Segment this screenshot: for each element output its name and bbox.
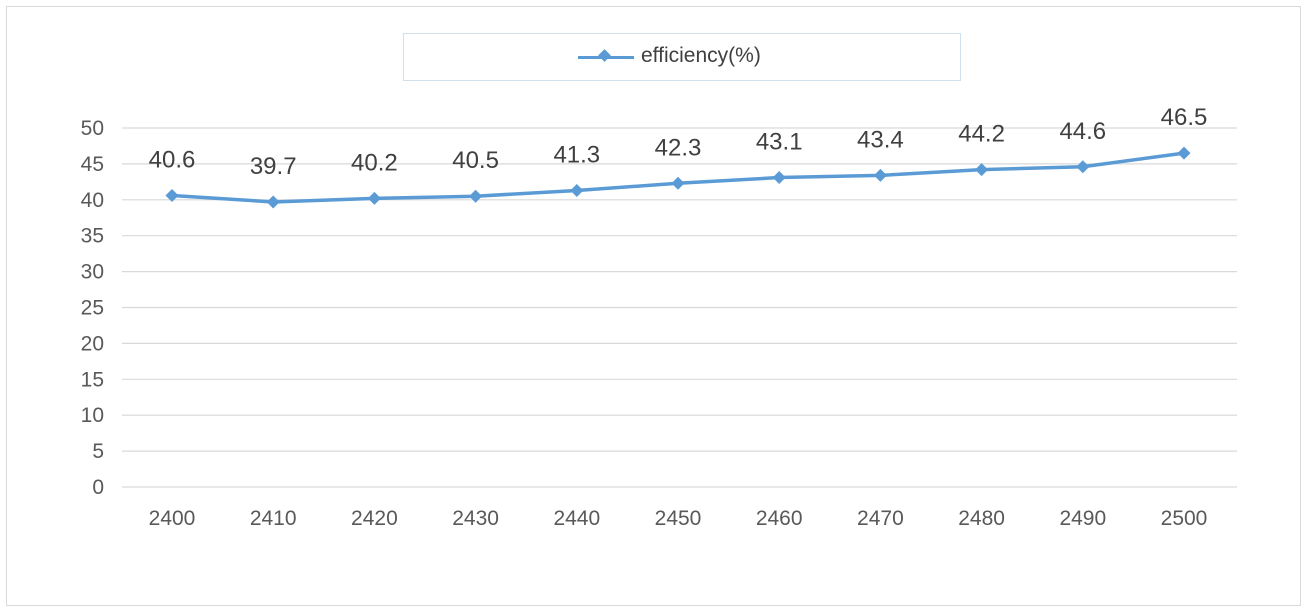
legend	[403, 33, 961, 81]
y-tick-label: 50	[81, 117, 104, 140]
data-label: 44.2	[958, 121, 1005, 148]
x-tick-label: 2460	[756, 507, 803, 530]
data-point-marker	[469, 189, 483, 203]
data-label: 40.5	[452, 147, 499, 174]
data-point-marker	[772, 171, 786, 185]
series-efficiency	[165, 146, 1191, 209]
y-tick-label: 45	[81, 153, 104, 176]
y-tick-label: 20	[81, 332, 104, 355]
data-point-marker	[671, 176, 685, 190]
data-point-marker	[975, 163, 989, 177]
data-label: 41.3	[553, 141, 600, 168]
y-tick-label: 15	[81, 368, 104, 391]
data-point-marker	[873, 168, 887, 182]
chart-frame	[6, 6, 1301, 606]
x-tick-label: 2450	[655, 507, 702, 530]
gridlines	[122, 127, 1237, 488]
x-tick-label: 2500	[1161, 507, 1208, 530]
data-point-marker	[1076, 160, 1090, 174]
data-label: 40.6	[149, 146, 196, 173]
x-axis-ticks: 2400 2410 2420 2430 2440 2450 2460 2470 2480 2490…	[149, 507, 1208, 530]
y-tick-label: 5	[92, 440, 104, 463]
data-labels: 40.6 39.7 40.2 40.5 41.3 42.3 43.1 43.4 44.2 44.6…	[149, 104, 1208, 180]
data-label: 42.3	[655, 134, 702, 161]
data-label: 40.2	[351, 149, 398, 176]
x-tick-label: 2470	[857, 507, 904, 530]
y-tick-label: 25	[81, 297, 104, 320]
data-label: 44.6	[1059, 118, 1106, 145]
x-tick-label: 2480	[958, 507, 1005, 530]
y-tick-label: 30	[81, 261, 104, 284]
x-tick-label: 2420	[351, 507, 398, 530]
data-label: 46.5	[1161, 104, 1208, 131]
y-tick-label: 35	[81, 225, 104, 248]
data-point-marker	[1177, 146, 1191, 160]
x-tick-label: 2440	[553, 507, 600, 530]
data-label: 43.4	[857, 126, 904, 153]
x-tick-label: 2490	[1059, 507, 1106, 530]
data-point-marker	[266, 195, 280, 209]
y-tick-label: 0	[92, 476, 104, 499]
data-point-marker	[367, 191, 381, 205]
y-tick-label: 40	[81, 189, 104, 212]
data-label: 43.1	[756, 129, 803, 156]
y-tick-label: 10	[81, 404, 104, 427]
y-axis-ticks: 0 5 10 15 20 25 30 35 40 45 50	[81, 117, 104, 499]
x-tick-label: 2410	[250, 507, 297, 530]
legend-label: efficiency(%)	[641, 44, 761, 67]
x-tick-label: 2400	[149, 507, 196, 530]
data-point-marker	[165, 188, 179, 202]
data-label: 39.7	[250, 153, 297, 180]
x-tick-label: 2430	[452, 507, 499, 530]
data-point-marker	[570, 183, 584, 197]
